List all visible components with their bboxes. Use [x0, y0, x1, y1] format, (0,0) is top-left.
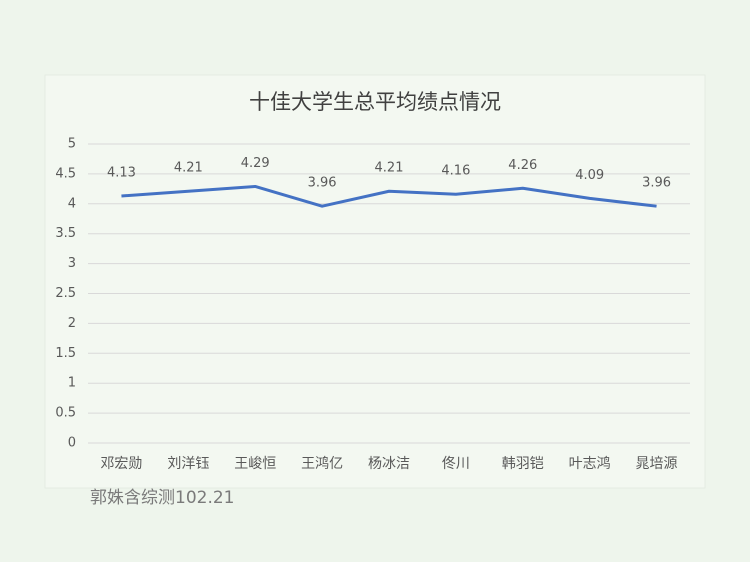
- data-label: 4.16: [441, 164, 470, 179]
- x-tick-label: 叶志鸿: [569, 455, 611, 472]
- data-label: 3.96: [308, 176, 337, 191]
- annotation: 郭姝含综测102.21: [90, 488, 234, 508]
- x-tick-label: 刘洋钰: [167, 456, 209, 472]
- x-tick-label: 韩羽铠: [502, 456, 544, 472]
- x-tick-label: 杨冰洁: [368, 456, 410, 472]
- x-tick-label: 王峻恒: [234, 456, 276, 472]
- chart-panel: [44, 74, 706, 489]
- y-tick-label: 2: [68, 316, 76, 331]
- x-tick-label: 佟川: [442, 456, 470, 472]
- data-label: 4.26: [508, 158, 537, 173]
- data-label: 4.13: [107, 166, 136, 181]
- line-series: [121, 184, 657, 208]
- data-label: 4.21: [375, 161, 404, 176]
- data-label: 4.21: [174, 161, 203, 176]
- y-tick-label: 1: [68, 376, 76, 391]
- x-tick-label: 邓宏勋: [100, 456, 142, 472]
- y-tick-label: 0.5: [55, 406, 76, 421]
- data-label: 4.09: [575, 168, 604, 183]
- data-label: 3.96: [642, 176, 671, 191]
- y-tick-label: 3.5: [55, 226, 76, 241]
- y-tick-label: 0: [68, 436, 76, 451]
- y-tick-label: 5: [68, 137, 76, 152]
- y-tick-label: 4: [68, 196, 76, 211]
- x-tick-label: 王鸿亿: [301, 455, 343, 472]
- chart-title: 十佳大学生总平均绩点情况: [249, 90, 501, 114]
- y-tick-label: 4.5: [55, 166, 76, 181]
- x-tick-label: 晁培源: [636, 456, 678, 472]
- data-label: 4.29: [241, 156, 270, 171]
- y-tick-label: 1.5: [55, 346, 76, 361]
- y-tick-label: 2.5: [55, 286, 76, 301]
- y-tick-label: 3: [68, 256, 76, 271]
